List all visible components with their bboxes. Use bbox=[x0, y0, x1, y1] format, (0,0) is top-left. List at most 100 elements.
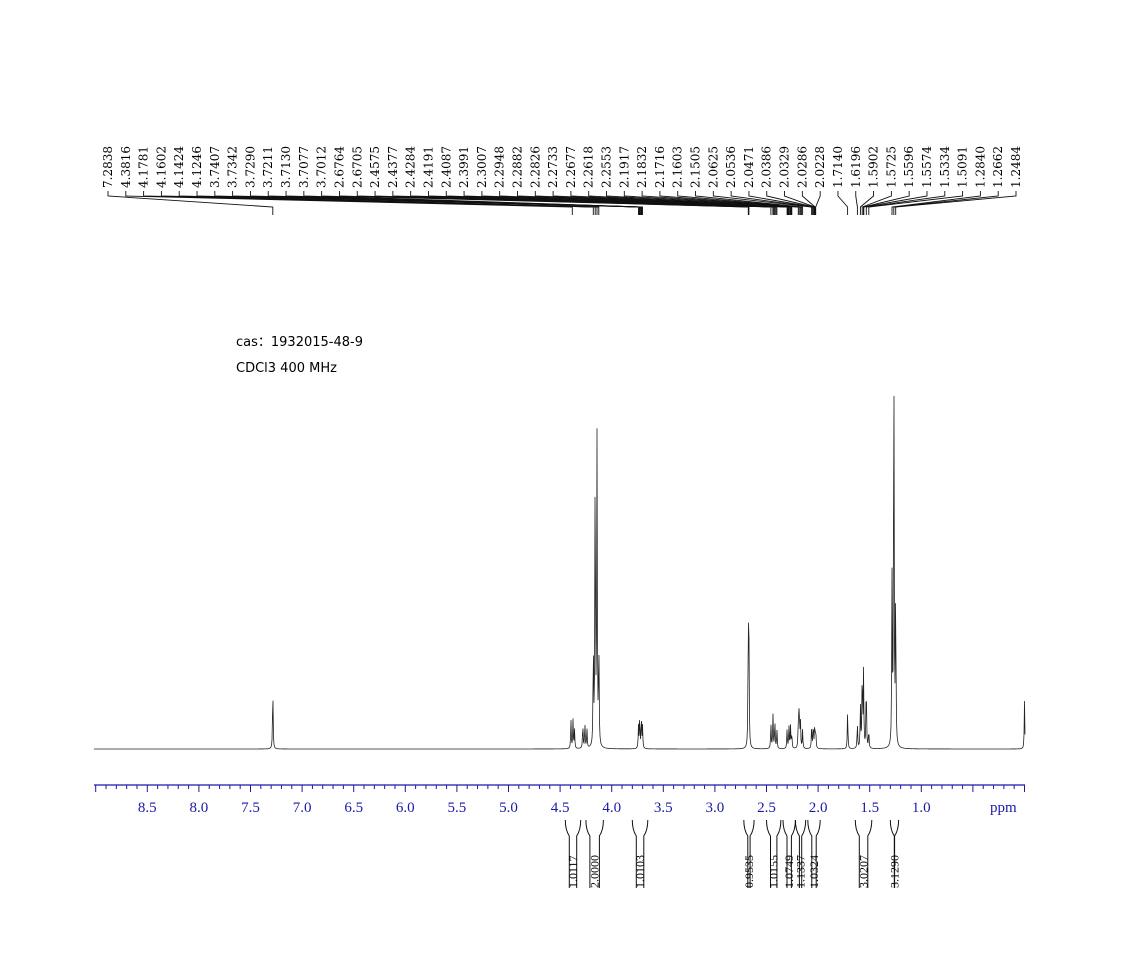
peak-label: 2.2618 bbox=[582, 146, 596, 188]
peak-connector bbox=[730, 191, 814, 215]
peak-connector bbox=[855, 191, 858, 215]
peak-label: 1.5596 bbox=[902, 146, 916, 188]
peak-connector bbox=[677, 191, 803, 215]
peak-label: 2.0228 bbox=[813, 146, 827, 188]
x-tick-label: 2.0 bbox=[809, 800, 828, 816]
peak-connector bbox=[623, 191, 799, 215]
peak-label: 3.7342 bbox=[226, 146, 240, 188]
x-tick-label: 7.0 bbox=[293, 800, 312, 816]
integral-bracket bbox=[585, 819, 604, 888]
integral-bracket bbox=[889, 819, 900, 888]
peak-connector bbox=[588, 191, 792, 215]
peak-connector bbox=[893, 191, 999, 215]
peak-connector bbox=[895, 191, 1017, 215]
integral-bracket bbox=[794, 819, 807, 888]
x-axis: 8.5 8.0 7.5 7.0 6.5 6.0 5.5 5.0 4.5 4.0 3.5 3.0 2.5 2… bbox=[94, 784, 1025, 816]
x-tick-label: 6.0 bbox=[396, 800, 415, 816]
peak-label: 1.5902 bbox=[867, 146, 881, 188]
peak-connector bbox=[107, 191, 274, 215]
integral-value: 1.0155 bbox=[767, 855, 781, 888]
peak-connector bbox=[125, 191, 573, 215]
peak-connector bbox=[606, 191, 793, 215]
peak-label: 7.2838 bbox=[101, 146, 115, 188]
integral-bracket bbox=[766, 819, 782, 888]
peak-label: 3.7407 bbox=[208, 146, 222, 188]
peak-label: 3.7290 bbox=[243, 146, 257, 188]
peak-label: 2.0471 bbox=[742, 146, 756, 188]
integral-value: 1.0749 bbox=[782, 855, 796, 888]
peak-label: 4.1424 bbox=[172, 146, 186, 188]
integral-bracket bbox=[631, 819, 649, 888]
peak-connector bbox=[196, 191, 600, 215]
peak-connector bbox=[695, 191, 804, 215]
x-tick-label: 8.0 bbox=[190, 800, 209, 816]
x-tick-label: 6.5 bbox=[344, 800, 363, 816]
peak-label: 2.3007 bbox=[475, 146, 489, 188]
peak-connector-group bbox=[107, 191, 1017, 215]
integral-bracket bbox=[807, 819, 821, 888]
peak-label: 1.5574 bbox=[920, 146, 934, 188]
peak-label: 3.7211 bbox=[261, 146, 275, 188]
peak-label: 2.1716 bbox=[653, 146, 667, 188]
x-tick-label: 2.5 bbox=[757, 800, 776, 816]
spectrum-trace bbox=[94, 396, 1026, 750]
peak-label: 2.2826 bbox=[528, 146, 542, 188]
peak-label: 2.4575 bbox=[368, 146, 382, 188]
peak-label: 2.0386 bbox=[760, 146, 774, 188]
peak-connector bbox=[891, 191, 981, 215]
x-tick-label: 1.5 bbox=[860, 800, 879, 816]
peak-label: 1.2840 bbox=[973, 146, 987, 188]
peak-label: 2.4191 bbox=[421, 146, 435, 188]
peak-connector bbox=[570, 191, 791, 215]
peak-label: 1.7140 bbox=[831, 146, 845, 188]
peak-label: 2.2882 bbox=[510, 146, 524, 188]
peak-connector bbox=[641, 191, 800, 215]
peak-connector bbox=[659, 191, 801, 215]
peak-connector bbox=[801, 191, 816, 215]
integral-value: 3.1290 bbox=[887, 855, 901, 888]
peak-label: 2.0625 bbox=[706, 146, 720, 188]
peak-connector bbox=[463, 191, 778, 215]
x-tick-label: 3.5 bbox=[654, 800, 673, 816]
x-tick-label: 5.5 bbox=[448, 800, 467, 816]
integral-bracket bbox=[854, 819, 873, 888]
integral-group: 1.0117 2.0000 1.0103 0.9535 1.0155 1.07491.13… bbox=[564, 819, 901, 888]
peak-label: 2.6764 bbox=[332, 146, 346, 188]
peak-connector bbox=[837, 191, 849, 215]
integral-value: 1.0117 bbox=[566, 855, 580, 888]
x-tick-label: 4.5 bbox=[551, 800, 570, 816]
peak-label: 2.1917 bbox=[617, 146, 631, 188]
integral-bracket bbox=[564, 819, 582, 888]
peak-label: 2.4377 bbox=[386, 146, 400, 188]
integral-value: 2.0000 bbox=[588, 855, 602, 888]
peak-label: 2.0329 bbox=[778, 146, 792, 188]
x-axis-unit-label: ppm bbox=[990, 800, 1017, 816]
peak-label: 1.2662 bbox=[991, 146, 1005, 188]
peak-connector bbox=[868, 191, 964, 215]
peak-label: 2.4284 bbox=[404, 146, 418, 188]
x-tick-label: 1.0 bbox=[912, 800, 931, 816]
peak-connector bbox=[861, 191, 892, 215]
peak-connector bbox=[356, 191, 750, 215]
x-tick-label: 7.5 bbox=[241, 800, 260, 816]
peak-connector bbox=[748, 191, 814, 215]
peak-label: 3.7012 bbox=[315, 146, 329, 188]
x-tick-label: 4.0 bbox=[602, 800, 621, 816]
cas-number-text: cas：1932015-48-9 bbox=[236, 335, 363, 350]
peak-label: 2.1832 bbox=[635, 146, 649, 188]
integral-value: 1.0103 bbox=[633, 855, 647, 888]
x-tick-label: 5.0 bbox=[499, 800, 518, 816]
peak-label: 4.1781 bbox=[137, 146, 151, 188]
solvent-frequency-text: CDCl3 400 MHz bbox=[236, 361, 337, 376]
x-tick-label: 8.5 bbox=[138, 800, 157, 816]
integral-value: 3.0207 bbox=[857, 855, 871, 888]
peak-connector bbox=[552, 191, 791, 215]
peak-label: 1.5091 bbox=[956, 146, 970, 188]
integral-value: 1.1337 bbox=[794, 855, 808, 888]
peak-label: 4.3816 bbox=[119, 146, 133, 188]
peak-label: 2.2553 bbox=[600, 146, 614, 188]
peak-connector bbox=[766, 191, 815, 215]
peak-connector bbox=[712, 191, 813, 215]
peak-label: 3.7130 bbox=[279, 146, 293, 188]
peak-label: 2.2677 bbox=[564, 146, 578, 188]
